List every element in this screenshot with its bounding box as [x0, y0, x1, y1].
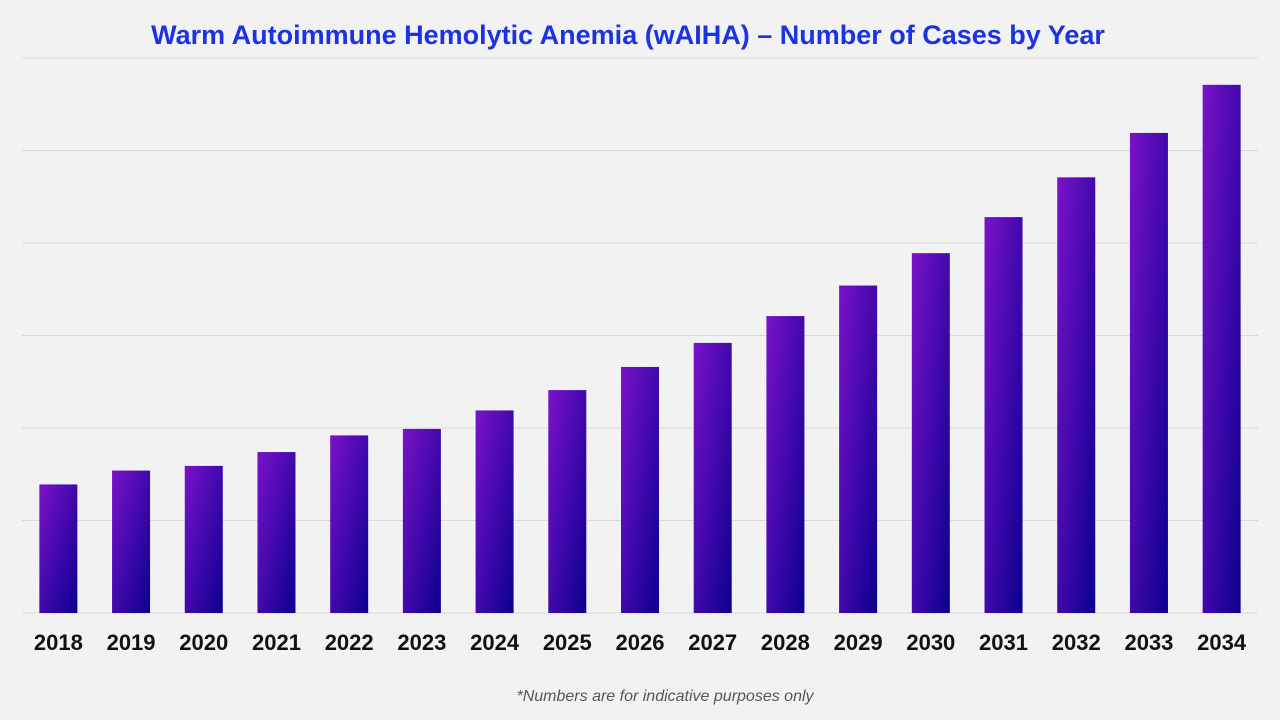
bar: [1202, 84, 1241, 613]
x-tick-label: 2031: [979, 630, 1028, 655]
x-tick-label: 2026: [616, 630, 665, 655]
bar: [693, 342, 732, 613]
x-tick-label: 2022: [325, 630, 374, 655]
x-tick-label: 2019: [107, 630, 156, 655]
x-tick-label: 2033: [1124, 630, 1173, 655]
x-tick-label: 2024: [470, 630, 520, 655]
x-tick-label: 2018: [34, 630, 83, 655]
x-tick-label: 2023: [397, 630, 446, 655]
bar: [39, 484, 78, 613]
footnote: *Numbers are for indicative purposes onl…: [516, 688, 814, 705]
x-tick-label: 2020: [179, 630, 228, 655]
bar: [839, 285, 878, 613]
bar: [1129, 132, 1168, 614]
bar: [766, 316, 805, 613]
x-tick-label: 2028: [761, 630, 810, 655]
bar: [984, 217, 1023, 613]
bar: [330, 435, 369, 613]
bar: [911, 253, 950, 614]
x-tick-label: 2025: [543, 630, 592, 655]
x-tick-label: 2021: [252, 630, 301, 655]
bar: [402, 428, 441, 613]
bar: [548, 390, 587, 613]
x-tick-label: 2030: [906, 630, 955, 655]
x-tick-label: 2027: [688, 630, 737, 655]
bar: [112, 470, 151, 613]
x-tick-label: 2034: [1197, 630, 1247, 655]
chart-title: Warm Autoimmune Hemolytic Anemia (wAIHA)…: [151, 20, 1105, 50]
bar: [1057, 177, 1096, 613]
bar: [184, 465, 223, 613]
bar: [621, 366, 659, 613]
bar: [475, 410, 514, 613]
x-tick-label: 2029: [834, 630, 883, 655]
x-tick-label: 2032: [1052, 630, 1101, 655]
bar: [257, 452, 296, 613]
